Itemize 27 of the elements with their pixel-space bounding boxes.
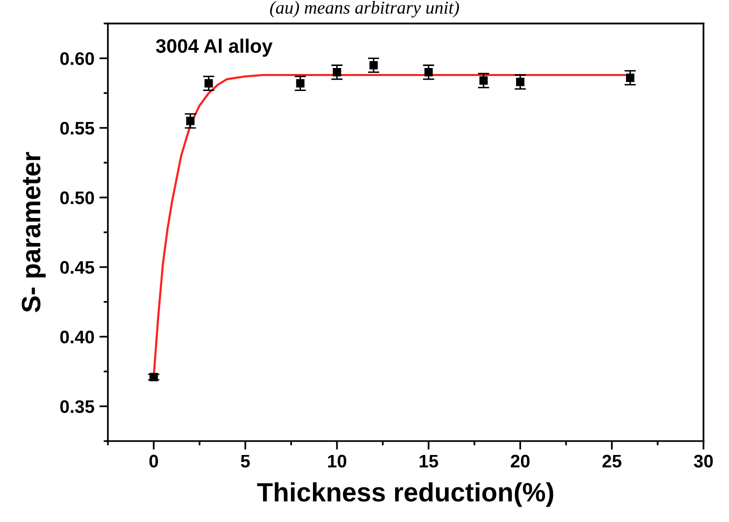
point	[186, 116, 195, 126]
x-tick-label: 5	[240, 454, 250, 468]
point	[369, 61, 378, 70]
point	[626, 74, 634, 82]
y-tick-label: 0.55	[60, 122, 94, 135]
y-tick-label: 0.60	[60, 52, 94, 66]
y-tick-label: 0.45	[60, 261, 94, 274]
annotation: 3004 Al alloy	[156, 38, 273, 57]
point	[204, 79, 213, 88]
text: (au) means arbitrary unit)	[270, 1, 459, 18]
x-tick-label: 15	[420, 454, 438, 468]
point	[516, 78, 524, 86]
x-tick-label: 30	[694, 454, 713, 468]
point	[296, 79, 304, 88]
y-tick-label: 0.40	[60, 330, 94, 344]
x-tick-label: 0	[149, 454, 158, 468]
point	[150, 372, 158, 382]
x-tick-label: 10	[328, 454, 346, 468]
point	[479, 76, 488, 85]
y-axis-title: S- parameter	[22, 152, 46, 312]
y-tick-label: 0.50	[60, 191, 94, 204]
x-tick-label: 25	[602, 454, 622, 468]
y-tick-label: 0.35	[60, 400, 94, 414]
x-axis-title: Thickness reduction(%)	[257, 482, 554, 507]
point	[424, 68, 433, 76]
x-tick-label: 20	[510, 454, 530, 468]
point	[332, 68, 342, 76]
